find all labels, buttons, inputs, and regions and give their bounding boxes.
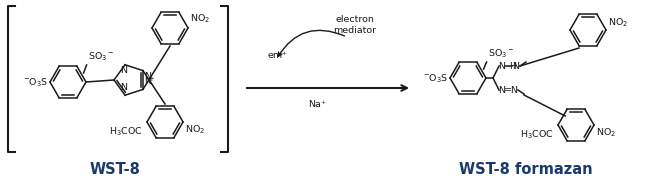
Text: electron
mediator: electron mediator — [334, 15, 376, 35]
Text: N: N — [144, 77, 151, 86]
Text: em⁺: em⁺ — [268, 51, 288, 60]
FancyArrowPatch shape — [278, 30, 345, 56]
Text: N: N — [121, 66, 128, 75]
Text: N: N — [498, 86, 505, 94]
Text: WST-8: WST-8 — [89, 163, 141, 177]
Text: NO$_2$: NO$_2$ — [596, 127, 616, 139]
Text: NO$_2$: NO$_2$ — [190, 13, 210, 25]
Text: H$_3$COC: H$_3$COC — [109, 126, 143, 138]
Text: N: N — [511, 86, 518, 94]
Text: WST-8 formazan: WST-8 formazan — [459, 163, 593, 177]
Text: NO$_2$: NO$_2$ — [185, 124, 205, 136]
Text: NO$_2$: NO$_2$ — [608, 17, 628, 29]
Text: +: + — [148, 76, 154, 82]
Text: N: N — [144, 72, 151, 81]
Text: N: N — [498, 62, 505, 70]
Text: SO$_3$$^-$: SO$_3$$^-$ — [87, 51, 114, 63]
Text: H$_3$COC: H$_3$COC — [520, 129, 554, 141]
Text: Na⁺: Na⁺ — [308, 100, 326, 109]
Text: $^{-}$O$_3$S: $^{-}$O$_3$S — [23, 77, 48, 89]
Text: N: N — [121, 83, 128, 92]
Text: $^{-}$O$_3$S: $^{-}$O$_3$S — [422, 73, 448, 85]
Text: =: = — [504, 86, 512, 94]
Text: SO$_3$$^-$: SO$_3$$^-$ — [487, 47, 514, 60]
Text: N: N — [513, 62, 520, 70]
Text: H: H — [509, 62, 516, 70]
